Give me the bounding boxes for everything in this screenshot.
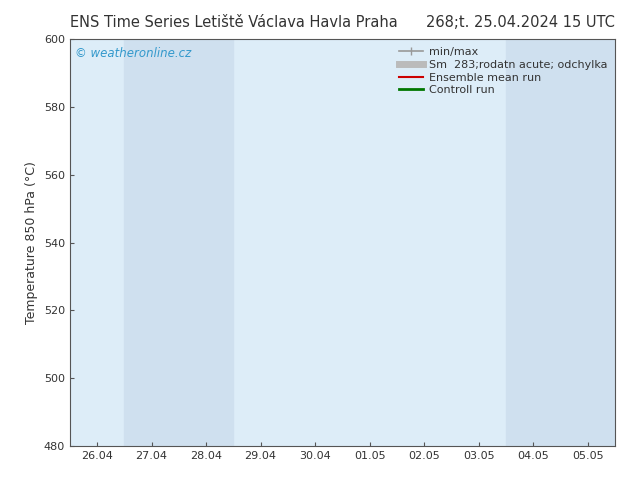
Legend: min/max, Sm  283;rodatn acute; odchylka, Ensemble mean run, Controll run: min/max, Sm 283;rodatn acute; odchylka, … bbox=[396, 45, 609, 98]
Y-axis label: Temperature 850 hPa (°C): Temperature 850 hPa (°C) bbox=[25, 161, 38, 324]
Bar bbox=[506, 39, 615, 446]
Text: ENS Time Series Letiště Václava Havla Praha: ENS Time Series Letiště Václava Havla Pr… bbox=[70, 15, 398, 30]
Text: 268;t. 25.04.2024 15 UTC: 268;t. 25.04.2024 15 UTC bbox=[426, 15, 615, 30]
Text: © weatheronline.cz: © weatheronline.cz bbox=[75, 48, 191, 60]
Bar bbox=[124, 39, 233, 446]
